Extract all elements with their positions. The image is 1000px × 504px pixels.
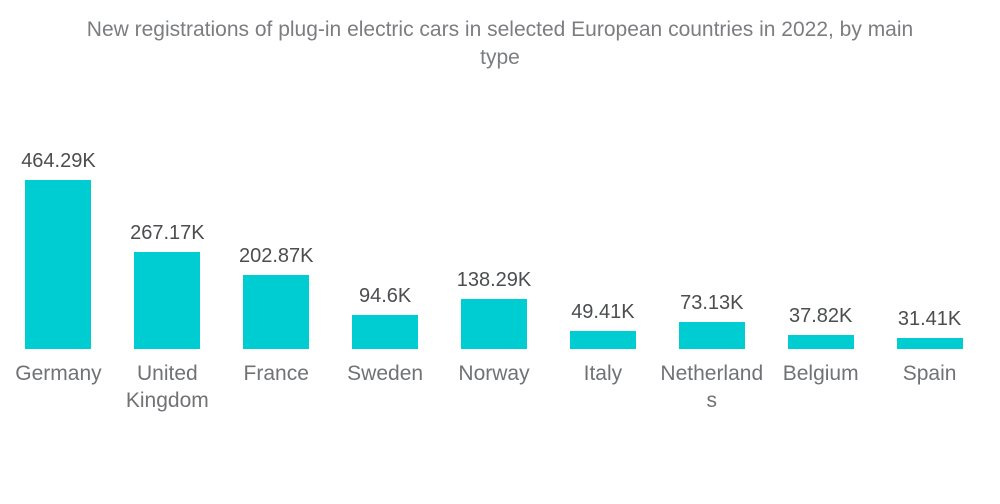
chart-column-spain: 31.41K Spain (875, 72, 984, 387)
bar-area: 73.13K (678, 72, 745, 349)
bar-value-label: 138.29K (456, 269, 532, 291)
bar-area: 267.17K (130, 72, 205, 349)
bar-value-label: 267.17K (130, 222, 205, 244)
bar-norway (461, 299, 527, 349)
bar-italy (569, 331, 636, 349)
bar-sweden (352, 315, 419, 349)
bar-area: 138.29K (456, 72, 532, 349)
chart-column-italy: 49.41K Italy (548, 72, 657, 387)
x-axis-label: France (243, 362, 309, 385)
bar-germany (25, 180, 92, 349)
page-title: New registrations of plug-in electric ca… (0, 0, 1000, 72)
bar-value-label: 202.87K (238, 245, 314, 267)
chart-column-belgium: 37.82K Belgium (766, 72, 875, 387)
bar-value-label: 464.29K (21, 150, 96, 172)
bar-area: 49.41K (569, 72, 636, 349)
x-axis-label: Germany (15, 362, 102, 385)
bar-area: 464.29K (21, 72, 96, 349)
x-axis-label: Sweden (347, 362, 424, 385)
bar-united-kingdom (134, 252, 201, 349)
x-axis-label: United Kingdom (125, 362, 209, 412)
bar-value-label: 31.41K (897, 308, 962, 330)
x-axis-label: Italy (583, 362, 623, 385)
bar-belgium (787, 335, 854, 349)
bar-chart: 464.29K Germany 267.17K United Kingdom 202.8… (0, 72, 1000, 414)
chart-column-united-kingdom: 267.17K United Kingdom (113, 72, 222, 414)
bar-area: 202.87K (238, 72, 314, 349)
x-axis-label: Belgium (782, 362, 859, 385)
bar-area: 31.41K (896, 72, 963, 349)
chart-column-germany: 464.29K Germany (4, 72, 113, 387)
bar-value-label: 94.6K (358, 285, 412, 307)
chart-column-sweden: 94.6K Sweden (331, 72, 440, 387)
chart-column-france: 202.87K France (222, 72, 331, 387)
bar-value-label: 49.41K (571, 301, 635, 323)
page-title-line-2: type (480, 46, 520, 69)
bar-netherlands (678, 322, 745, 349)
bar-value-label: 37.82K (788, 305, 853, 327)
bar-france (243, 275, 310, 349)
page-title-line-1: New registrations of plug-in electric ca… (86, 18, 914, 41)
chart-column-norway: 138.29K Norway (440, 72, 549, 387)
x-axis-label: Netherlands (660, 362, 764, 412)
x-axis-label: Spain (902, 362, 957, 385)
chart-column-netherlands: 73.13K Netherlands (657, 72, 766, 414)
bar-value-label: 73.13K (680, 292, 744, 314)
x-axis-label: Norway (458, 362, 530, 385)
bar-area: 94.6K (352, 72, 419, 349)
bar-spain (896, 338, 963, 349)
bar-area: 37.82K (787, 72, 854, 349)
